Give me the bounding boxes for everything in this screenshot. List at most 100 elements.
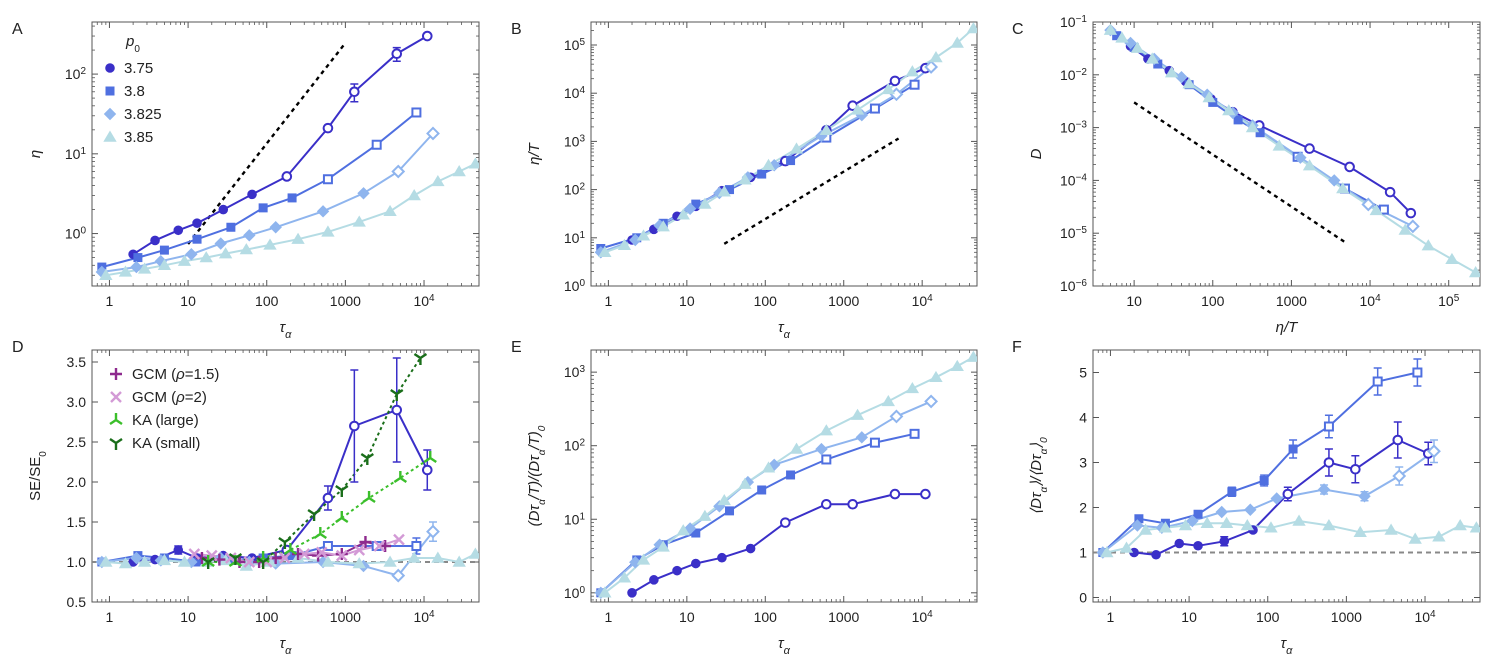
data-point	[173, 545, 184, 555]
data-point	[360, 453, 374, 465]
data-point	[137, 262, 152, 274]
legend-marker	[103, 130, 117, 142]
legend-entry: GCM (ρ=2)	[132, 389, 207, 406]
x-axis-label: τα	[280, 635, 293, 657]
x-tick-label: 10	[1126, 293, 1142, 309]
y-tick-label: 100	[564, 278, 586, 295]
data-point	[226, 222, 236, 232]
data-point	[407, 551, 421, 563]
data-point	[157, 553, 172, 566]
y-tick-label: 100	[564, 584, 586, 601]
data-point	[738, 477, 752, 489]
data-point	[201, 557, 215, 569]
y-tick-label: 4	[1079, 410, 1087, 426]
y-tick-label: 0	[1079, 590, 1087, 606]
data-point	[617, 571, 632, 583]
data-point	[656, 220, 670, 232]
data-point	[780, 517, 791, 528]
power-law-guide	[1133, 101, 1348, 245]
data-point	[1186, 514, 1199, 528]
data-point	[228, 553, 243, 565]
plot-frame	[590, 349, 978, 603]
data-point	[218, 247, 233, 259]
data-point	[159, 245, 169, 255]
y-tick-label: 2.5	[67, 434, 87, 450]
data-point	[452, 165, 466, 177]
data-point	[130, 260, 143, 274]
plot-frame	[91, 349, 480, 603]
series-line	[208, 357, 422, 564]
data-point	[869, 103, 880, 114]
data-point	[1392, 434, 1404, 446]
data-point	[1384, 186, 1396, 198]
y-tick-label: 10−2	[1060, 66, 1087, 83]
data-point	[379, 540, 392, 552]
data-point	[881, 82, 895, 95]
data-point	[1304, 143, 1315, 154]
series-line	[604, 27, 975, 254]
data-point	[218, 204, 229, 215]
data-point	[1378, 204, 1389, 215]
plot-area	[1103, 23, 1480, 278]
data-point	[188, 548, 201, 560]
data-point	[691, 528, 701, 538]
data-point	[698, 509, 712, 521]
y-tick-label: 103	[564, 364, 586, 381]
data-point	[855, 431, 869, 444]
x-tick-label: 10	[180, 293, 196, 309]
data-point	[889, 75, 901, 87]
data-point	[1317, 483, 1331, 496]
legend-title: p0	[125, 33, 140, 55]
data-point	[322, 122, 334, 134]
data-point	[411, 107, 422, 118]
data-point	[1138, 523, 1153, 535]
data-point	[881, 394, 895, 407]
x-tick-label: 1000	[828, 293, 859, 309]
data-point	[683, 522, 697, 535]
data-point	[177, 555, 192, 567]
x-tick-label: 1	[1107, 609, 1115, 625]
data-point	[247, 189, 257, 200]
data-point	[292, 548, 305, 560]
data-point	[362, 491, 376, 503]
data-point	[924, 60, 939, 74]
x-tick-label: 104	[912, 609, 934, 626]
y-tick-label: 103	[564, 133, 586, 150]
data-point	[966, 350, 977, 362]
plot-area	[594, 22, 977, 259]
data-point	[391, 48, 403, 60]
legend: p0 3.75 3.8 3.825 3.85	[103, 33, 162, 146]
data-point	[1350, 463, 1361, 475]
data-point	[283, 543, 298, 555]
data-point	[821, 454, 832, 465]
data-point	[1427, 444, 1441, 459]
data-point	[1302, 159, 1317, 171]
x-tick-label: 100	[754, 609, 778, 625]
data-point	[359, 536, 372, 548]
data-point	[1322, 519, 1336, 531]
plot-area	[95, 30, 479, 280]
x-tick-label: 100	[754, 293, 778, 309]
data-point	[950, 36, 964, 48]
data-point	[909, 428, 920, 439]
x-axis-label: τα	[1281, 635, 1294, 657]
data-point	[815, 442, 828, 456]
y-tick-label: 3.0	[67, 394, 87, 410]
series-line	[631, 493, 926, 594]
plot-frame	[1092, 21, 1481, 287]
data-point	[1219, 536, 1230, 547]
y-tick-label: 10−4	[1060, 172, 1087, 189]
data-point	[847, 498, 858, 510]
panel-letter: E	[511, 339, 522, 356]
y-tick-label: 3.5	[67, 354, 87, 370]
y-axis-label: D	[1028, 148, 1045, 159]
panel-letter: C	[1012, 21, 1024, 38]
data-point	[636, 229, 651, 241]
data-point	[390, 389, 404, 401]
y-tick-label: 10−3	[1060, 119, 1087, 136]
data-point	[1412, 367, 1423, 378]
legend-entry: 3.85	[124, 129, 153, 146]
data-point	[929, 51, 943, 63]
x-tick-label: 1	[106, 293, 114, 309]
